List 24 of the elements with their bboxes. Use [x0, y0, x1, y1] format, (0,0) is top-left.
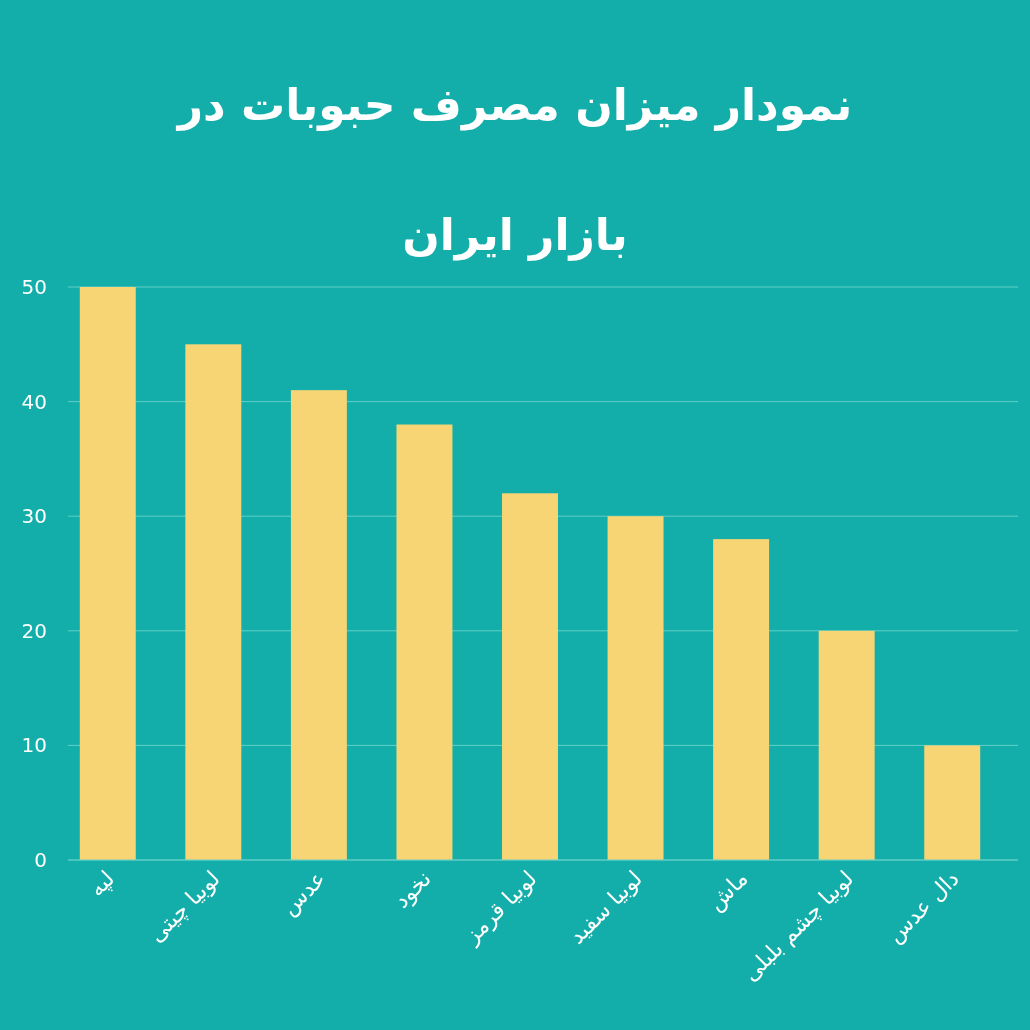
y-tick-label: 40	[21, 389, 47, 414]
x-tick-label: نخود	[388, 865, 436, 913]
y-tick-label: 0	[34, 848, 47, 872]
bar	[79, 287, 136, 860]
y-tick-label: 10	[21, 733, 47, 758]
bar	[607, 516, 664, 860]
bar	[185, 344, 242, 860]
x-tick-label: لوبیا چیتی	[143, 865, 225, 947]
bar	[924, 745, 981, 860]
bar	[713, 539, 770, 860]
bar	[396, 424, 453, 860]
x-tick-label: عدس	[276, 865, 332, 921]
x-tick-label: لپه	[83, 865, 121, 903]
y-tick-label: 30	[21, 504, 47, 529]
x-tick-label: دال عدس	[882, 865, 965, 949]
bar	[818, 630, 875, 860]
y-tick-label: 50	[21, 275, 47, 299]
y-tick-label: 20	[21, 618, 47, 643]
bar	[502, 493, 558, 860]
x-tick-label: لوبیا سفید	[564, 865, 648, 949]
x-tick-label: لوبیا قرمز	[458, 865, 542, 949]
x-tick-label: ماش	[702, 865, 754, 917]
chart-title: نمودار میزان مصرف حبوبات در بازار ایران	[177, 79, 853, 260]
bar	[290, 390, 347, 860]
